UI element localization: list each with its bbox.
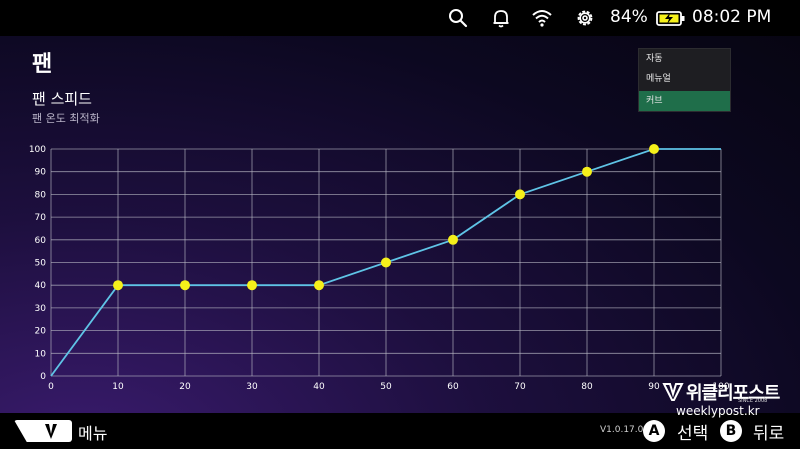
curve-point[interactable] [582,166,592,177]
x-tick-label: 70 [514,382,526,392]
y-tick-label: 40 [35,281,47,291]
x-tick-label: 0 [48,382,54,392]
y-tick-label: 30 [35,304,47,314]
curve-point[interactable] [381,257,391,268]
x-tick-label: 50 [380,382,392,392]
battery-charging-icon [656,11,685,26]
x-tick-label: 10 [112,382,124,392]
x-tick-label: 20 [179,382,191,392]
curve-point[interactable] [515,189,525,200]
battery-percent: 84% [610,7,648,27]
bottom-bar: 메뉴 V1.0.17.0 A 선택 B 뒤로 [0,413,800,449]
y-tick-label: 80 [35,190,47,200]
version-text: V1.0.17.0 [600,425,644,435]
y-tick-label: 90 [35,168,47,178]
y-tick-label: 100 [29,145,46,155]
b-button-icon[interactable]: B [720,420,742,442]
a-button-icon[interactable]: A [643,420,665,442]
status-bar: 84% 08:02 PM [0,0,800,36]
x-tick-label: 80 [581,382,593,392]
x-tick-label: 60 [447,382,459,392]
menu-label[interactable]: 메뉴 [78,424,108,443]
y-tick-label: 0 [40,372,46,382]
x-tick-label: 100 [712,382,729,392]
y-tick-label: 60 [35,236,47,246]
menu-button[interactable] [14,420,72,442]
y-tick-label: 50 [35,259,47,269]
watermark-url: weeklypost.kr [676,404,760,418]
search-icon[interactable] [447,7,469,29]
back-label[interactable]: 뒤로 [753,424,785,444]
mode-item-auto[interactable]: 자동 [646,54,663,64]
curve-point[interactable] [448,234,458,245]
x-tick-label: 40 [313,382,325,392]
clock: 08:02 PM [692,7,772,27]
curve-point[interactable] [649,144,659,154]
mode-item-manual[interactable]: 메뉴얼 [646,74,671,84]
x-tick-label: 90 [648,382,660,392]
section-subtitle: 팬 온도 최적화 [32,112,100,125]
mode-item-curve[interactable]: 커브 [639,91,730,111]
gear-icon[interactable] [574,7,596,29]
fan-mode-menu: 자동 메뉴얼 커브 [638,48,731,112]
curve-point[interactable] [180,280,190,291]
watermark-brand: 위클리포스트 [686,383,780,404]
section-title: 팬 스피드 [32,90,92,108]
watermark-since: SINCE 2008 [738,398,768,404]
curve-point[interactable] [247,280,257,291]
page-title: 팬 [32,52,53,77]
x-tick-label: 30 [246,382,258,392]
curve-point[interactable] [314,280,324,291]
y-tick-label: 70 [35,213,47,223]
watermark-logo-icon [662,383,684,401]
logo-icon [45,424,57,439]
wifi-icon[interactable] [531,7,553,29]
curve-point[interactable] [113,280,123,291]
y-tick-label: 10 [35,349,47,359]
main-panel: 팬 팬 스피드 팬 온도 최적화 자동 메뉴얼 커브 [0,36,800,413]
watermark: 위클리포스트 SINCE 2008 weeklypost.kr [662,377,794,421]
bell-icon[interactable] [490,7,512,29]
select-label[interactable]: 선택 [677,424,709,444]
y-tick-label: 20 [35,327,47,337]
